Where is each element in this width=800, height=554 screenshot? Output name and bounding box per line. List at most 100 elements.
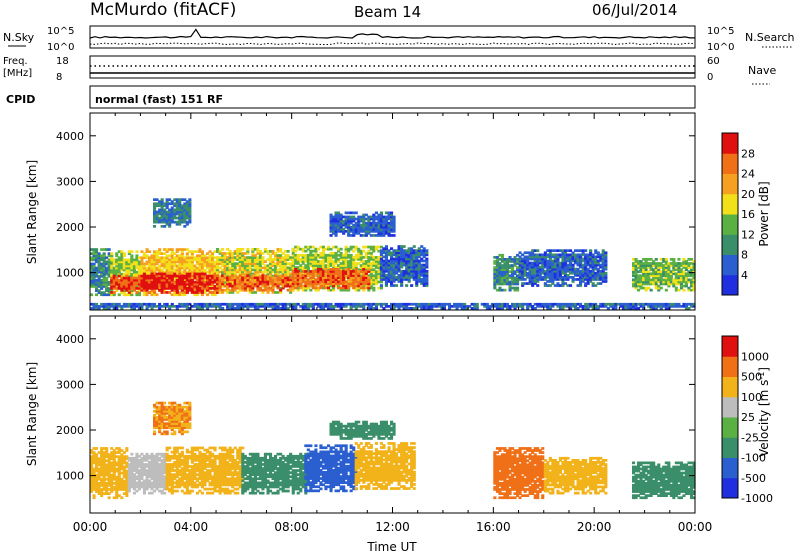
heatmap-cell — [390, 215, 394, 219]
heatmap-cell — [440, 302, 444, 306]
heatmap-cell — [410, 284, 414, 287]
heatmap-cell — [558, 249, 562, 252]
heatmap-cell — [198, 258, 202, 262]
heatmap-cell — [148, 258, 152, 262]
heatmap-cell — [165, 278, 169, 282]
heatmap-cell — [372, 256, 376, 259]
heatmap-cell — [145, 262, 149, 266]
heatmap-cell — [526, 271, 530, 275]
heatmap-cell — [92, 274, 96, 278]
heatmap-cell — [306, 284, 310, 288]
heatmap-cell — [594, 251, 598, 255]
heatmap-cell — [344, 251, 348, 255]
heatmap-cell — [120, 280, 124, 284]
heatmap-cell — [175, 260, 179, 264]
heatmap-cell — [188, 262, 192, 266]
heatmap-cell — [120, 289, 124, 292]
heatmap-cell — [407, 255, 411, 259]
heatmap-cell — [158, 266, 162, 270]
heatmap-cell — [604, 274, 608, 277]
heatmap-cell — [377, 230, 381, 233]
heatmap-cell — [125, 293, 129, 297]
heatmap-cell — [263, 307, 267, 310]
heatmap-cell — [276, 291, 280, 294]
heatmap-cell — [291, 282, 295, 286]
heatmap-cell — [122, 262, 126, 266]
heatmap-cell — [266, 274, 270, 278]
heatmap-cell — [180, 293, 184, 297]
heatmap-cell — [314, 270, 318, 273]
heatmap-cell — [102, 256, 106, 260]
heatmap-cell — [211, 268, 215, 272]
heatmap-cell — [687, 272, 691, 276]
heatmap-cell — [140, 262, 144, 266]
heatmap-cell — [682, 288, 686, 292]
heatmap-cell — [589, 302, 593, 306]
heatmap-cell — [200, 270, 204, 274]
heatmap-cell — [327, 260, 331, 263]
heatmap-cell — [200, 268, 204, 272]
heatmap-cell — [160, 204, 164, 208]
heatmap-cell — [604, 267, 608, 271]
heatmap-cell — [349, 215, 353, 219]
heatmap-cell — [115, 266, 119, 270]
heatmap-cell — [221, 307, 225, 310]
heatmap-cell — [382, 217, 386, 221]
heatmap-cell — [521, 269, 525, 273]
heatmap-cell — [266, 252, 270, 255]
heatmap-cell — [185, 208, 189, 212]
heatmap-cell — [349, 258, 353, 261]
heatmap-cell — [367, 249, 371, 253]
heatmap-cell — [594, 305, 598, 308]
heatmap-cell — [505, 270, 509, 273]
heatmap-cell — [306, 264, 310, 267]
heatmap-cell — [231, 268, 235, 272]
heatmap-cell — [251, 284, 255, 288]
heatmap-cell — [390, 230, 394, 233]
heatmap-cell — [390, 247, 394, 250]
heatmap-cell — [591, 276, 595, 279]
heatmap-cell — [589, 269, 593, 273]
heatmap-cell — [347, 234, 351, 237]
heatmap-cell — [344, 219, 348, 223]
heatmap-cell — [359, 278, 363, 281]
heatmap-cell — [485, 302, 489, 306]
heatmap-cell — [276, 256, 280, 259]
heatmap-cell — [528, 269, 532, 273]
heatmap-cell — [213, 272, 217, 276]
heatmap-cell — [269, 266, 273, 270]
heatmap-cell — [241, 248, 245, 251]
heatmap-cell — [692, 272, 696, 276]
heatmap-cell — [569, 257, 573, 261]
heatmap-cell — [508, 266, 512, 269]
heatmap-cell — [674, 272, 678, 276]
heatmap-cell — [553, 257, 557, 261]
heatmap-cell — [553, 284, 557, 287]
heatmap-cell — [576, 257, 580, 261]
heatmap-cell — [533, 282, 537, 285]
heatmap-cell — [211, 276, 215, 280]
heatmap-cell — [284, 278, 288, 282]
heatmap-cell — [574, 269, 578, 273]
heatmap-cell — [271, 268, 275, 272]
heatmap-cell — [163, 208, 167, 212]
heatmap-cell — [642, 274, 646, 278]
heatmap-cell — [339, 227, 343, 231]
heatmap-cell — [397, 307, 401, 310]
heatmap-cell — [110, 258, 114, 262]
heatmap-cell — [425, 282, 429, 285]
heatmap-cell — [407, 278, 411, 281]
heatmap-cell — [561, 278, 565, 281]
heatmap-cell — [390, 227, 394, 231]
heatmap-cell — [200, 266, 204, 270]
heatmap-cell — [324, 305, 328, 308]
heatmap-cell — [299, 258, 303, 261]
heatmap-cell — [271, 280, 275, 284]
heatmap-cell — [654, 274, 658, 278]
heatmap-cell — [142, 280, 146, 284]
heatmap-cell — [604, 251, 608, 255]
heatmap-cell — [425, 251, 429, 255]
heatmap-cell — [127, 293, 131, 297]
heatmap-cell — [604, 271, 608, 275]
heatmap-cell — [654, 270, 658, 273]
